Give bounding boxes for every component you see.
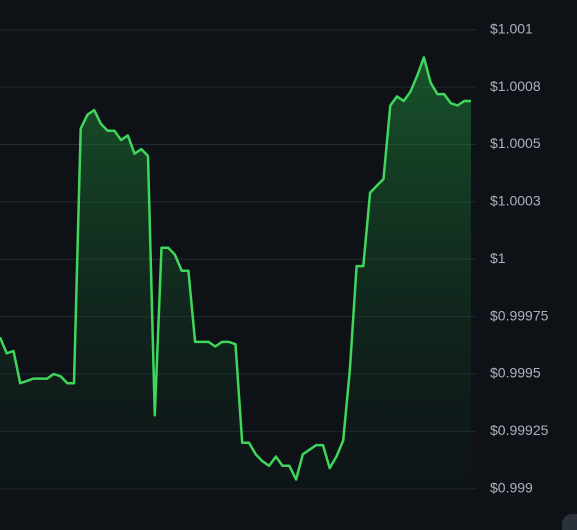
y-tick-label: $1.001 bbox=[490, 21, 533, 37]
corner-handle bbox=[562, 514, 577, 530]
y-tick-label: $0.9995 bbox=[490, 365, 541, 381]
y-tick-label: $1.0008 bbox=[490, 78, 541, 94]
y-tick-label: $1 bbox=[490, 250, 506, 266]
y-tick-label: $0.99975 bbox=[490, 307, 549, 323]
y-tick-label: $0.999 bbox=[490, 479, 533, 495]
y-tick-label: $1.0005 bbox=[490, 135, 541, 151]
y-tick-label: $1.0003 bbox=[490, 193, 541, 209]
price-line bbox=[0, 56, 471, 481]
y-tick-label: $0.99925 bbox=[490, 422, 549, 438]
area-fill bbox=[0, 57, 471, 530]
